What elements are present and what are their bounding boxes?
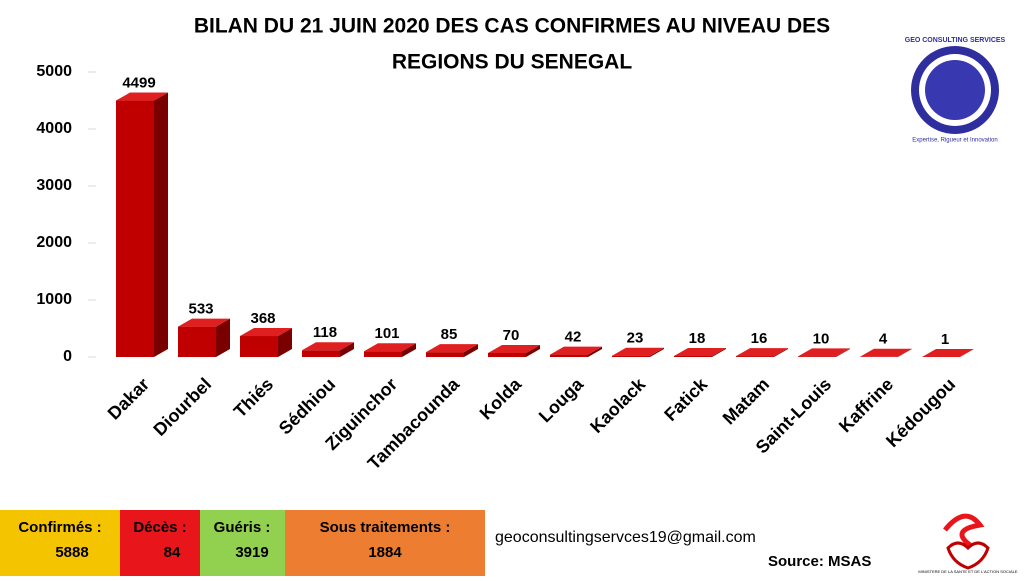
logo-motto: Expertise, Rigueur et Innovation — [912, 138, 997, 144]
value-label: 85 — [441, 326, 458, 343]
value-label: 42 — [565, 329, 582, 346]
ministry-snake — [945, 516, 980, 545]
bar — [736, 356, 774, 357]
bar — [550, 355, 588, 357]
value-label: 4499 — [122, 75, 155, 92]
x-tick-label: Kolda — [476, 373, 526, 423]
logo-name: GEO CONSULTING SERVICES — [905, 37, 1006, 44]
summary-value: 3919 — [235, 544, 268, 561]
value-label: 533 — [188, 301, 213, 318]
logo-earth — [925, 60, 985, 120]
y-tick-label: 4000 — [36, 120, 72, 137]
bar-top — [860, 349, 912, 357]
value-label: 101 — [374, 325, 399, 342]
value-label: 1 — [941, 331, 949, 348]
y-tick-label: 2000 — [36, 234, 72, 251]
summary-label: Décès : — [133, 519, 186, 536]
x-tick-label: Matam — [719, 374, 773, 428]
x-tick-label: Dakar — [104, 374, 154, 424]
x-tick-label: Kaolack — [586, 373, 650, 437]
x-tick-label: Kaffrine — [835, 374, 897, 436]
bar-side — [154, 93, 168, 357]
value-label: 18 — [689, 330, 706, 347]
ministry-logo: MINISTERE DE LA SANTE ET DE L'ACTION SOC… — [918, 516, 1017, 574]
value-label: 118 — [313, 324, 337, 341]
value-label: 10 — [813, 330, 830, 347]
summary-value: 84 — [164, 544, 181, 561]
bar-top — [736, 348, 788, 356]
summary-label: Sous traitements : — [320, 519, 451, 536]
x-tick-label: Louga — [535, 373, 588, 426]
logo: GEO CONSULTING SERVICES Expertise, Rigue… — [905, 37, 1006, 144]
summary-label: Confirmés : — [18, 519, 101, 536]
y-tick-label: 1000 — [36, 291, 72, 308]
bar-top — [612, 348, 664, 356]
bar — [240, 336, 278, 357]
bar — [674, 356, 712, 357]
y-tick-label: 5000 — [36, 63, 72, 80]
summary-value: 5888 — [55, 544, 88, 561]
email: geoconsultingservces19@gmail.com — [495, 529, 756, 546]
bar — [612, 356, 650, 357]
bar-top — [922, 349, 974, 357]
x-tick-label: Sédhiou — [275, 374, 339, 438]
bar — [488, 353, 526, 357]
value-label: 23 — [627, 330, 644, 347]
value-label: 70 — [503, 327, 520, 344]
source: Source: MSAS — [768, 553, 871, 570]
chart-title: REGIONS DU SENEGAL — [392, 51, 633, 74]
y-tick-label: 0 — [63, 348, 72, 365]
value-label: 368 — [250, 310, 275, 327]
bar — [302, 350, 340, 357]
x-tick-label: Thiés — [230, 374, 277, 421]
summary-value: 1884 — [368, 544, 402, 561]
ministry-heart — [948, 543, 988, 568]
ministry-name: MINISTERE DE LA SANTE ET DE L'ACTION SOC… — [918, 569, 1017, 574]
summary: Confirmés : 5888 Décès : 84 Guéris : 391… — [0, 510, 485, 576]
summary-label: Guéris : — [214, 519, 271, 536]
bar — [798, 356, 836, 357]
bar — [116, 101, 154, 357]
x-tick-label: Diourbel — [149, 374, 215, 440]
y-tick-label: 3000 — [36, 177, 72, 194]
value-label: 16 — [751, 330, 768, 347]
bar — [426, 352, 464, 357]
value-label: 4 — [879, 331, 888, 348]
chart-title: BILAN DU 21 JUIN 2020 DES CAS CONFIRMES … — [194, 15, 830, 38]
bar-top — [674, 348, 726, 356]
bar — [178, 327, 216, 357]
bar — [364, 351, 402, 357]
bar-top — [798, 348, 850, 356]
x-tick-label: Fatick — [660, 373, 712, 425]
